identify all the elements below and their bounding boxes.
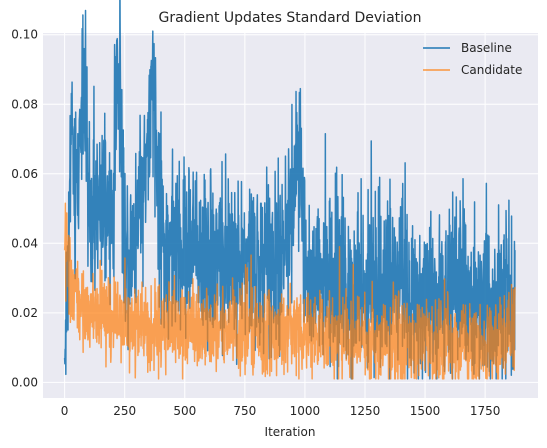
x-tick-label: 1500	[410, 404, 441, 418]
legend: Baseline Candidate	[423, 41, 522, 77]
x-tick-label: 0	[61, 404, 69, 418]
x-tick-label: 750	[233, 404, 256, 418]
series-line-candidate	[63, 202, 516, 380]
y-tick-label: 0.00	[11, 375, 38, 389]
legend-label-candidate: Candidate	[461, 63, 522, 77]
chart-title: Gradient Updates Standard Deviation	[159, 10, 422, 26]
x-tick-label: 1750	[470, 404, 501, 418]
y-axis: 0.00 0.02 0.04 0.06 0.08 0.10	[11, 28, 38, 390]
x-tick-label: 250	[113, 404, 136, 418]
y-tick-label: 0.10	[11, 28, 38, 42]
x-tick-label: 1250	[350, 404, 381, 418]
x-tick-label: 500	[173, 404, 196, 418]
series-line-baseline	[63, 0, 516, 380]
legend-label-baseline: Baseline	[461, 41, 512, 55]
y-tick-label: 0.08	[11, 97, 38, 111]
y-tick-label: 0.06	[11, 167, 38, 181]
y-tick-label: 0.04	[11, 236, 38, 250]
x-axis: 0 250 500 750 1000 1250 1500 1750	[61, 404, 501, 418]
x-axis-label: Iteration	[265, 425, 316, 439]
x-tick-label: 1000	[290, 404, 321, 418]
series-layer	[63, 0, 516, 380]
y-tick-label: 0.02	[11, 306, 38, 320]
